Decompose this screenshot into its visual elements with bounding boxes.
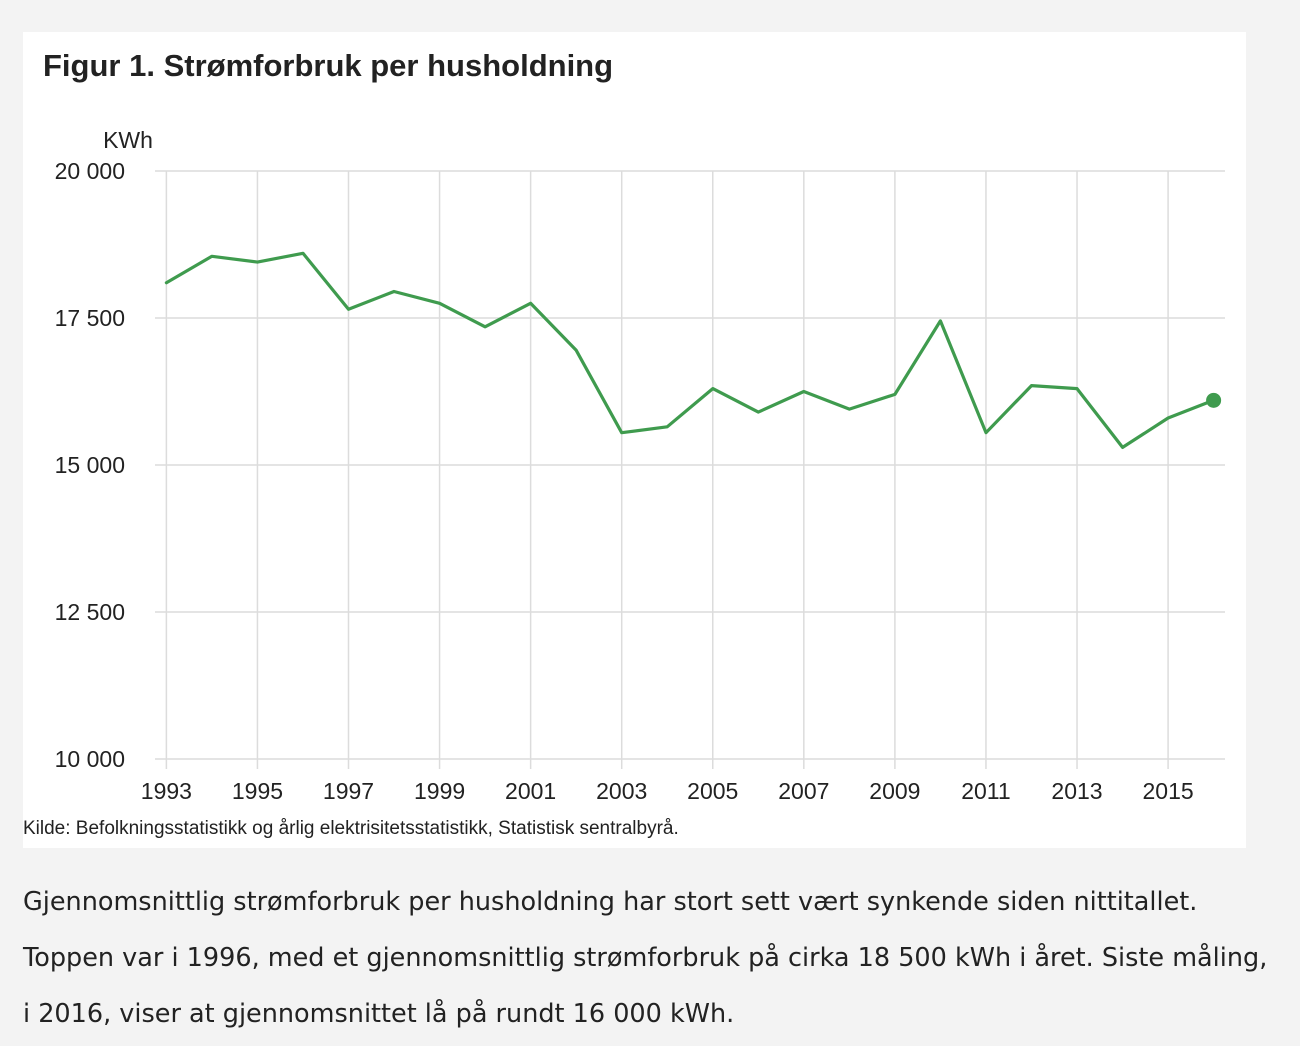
x-tick-label: 2015 — [1142, 778, 1193, 804]
x-tick-label: 2007 — [778, 778, 829, 804]
y-tick-label: 12 500 — [55, 599, 125, 625]
x-tick-label: 2001 — [505, 778, 556, 804]
data-point — [392, 290, 396, 294]
data-point — [665, 425, 669, 429]
x-tick-label: 2011 — [961, 778, 1010, 804]
x-tick-label: 1997 — [323, 778, 374, 804]
x-tick-label: 2003 — [596, 778, 647, 804]
series-line — [164, 251, 1216, 449]
x-tick-labels: 1993 1995 1997 1999 2001 2003 2005 2007 2009 2011… — [141, 778, 1194, 804]
data-point — [893, 392, 897, 396]
data-point — [1029, 384, 1033, 388]
x-tick-label: 1999 — [414, 778, 465, 804]
x-tick-label: 1995 — [232, 778, 283, 804]
data-point — [529, 301, 533, 305]
x-tick-label: 2009 — [869, 778, 920, 804]
x-tick-label: 1993 — [141, 778, 192, 804]
body-paragraph: Gjennomsnittlig strømforbruk per hushold… — [23, 887, 1268, 1029]
y-tick-label: 10 000 — [55, 746, 125, 772]
y-tick-labels: 20 000 17 500 15 000 12 500 10 000 — [55, 158, 125, 772]
data-point — [301, 251, 305, 255]
data-point — [164, 281, 168, 285]
end-point-marker — [1206, 392, 1222, 408]
data-point — [984, 431, 988, 435]
y-axis-label: KWh — [103, 127, 153, 153]
data-point — [255, 260, 259, 264]
y-tick-label: 17 500 — [55, 305, 125, 331]
data-point — [802, 390, 806, 394]
data-point — [756, 410, 760, 414]
x-tick-label: 2013 — [1051, 778, 1102, 804]
data-point — [620, 431, 624, 435]
data-point — [438, 301, 442, 305]
source-note: Kilde: Befolkningsstatistikk og årlig el… — [23, 818, 679, 839]
x-tick-label: 2005 — [687, 778, 738, 804]
data-point — [938, 319, 942, 323]
data-point — [1075, 387, 1079, 391]
grid-layer — [155, 170, 1225, 769]
data-point — [711, 387, 715, 391]
data-point — [847, 407, 851, 411]
figure-card: Figur 1. Strømforbruk per husholdning KW… — [23, 32, 1246, 848]
data-point — [1166, 416, 1170, 420]
data-point — [210, 254, 214, 258]
data-point — [347, 307, 351, 311]
y-tick-label: 15 000 — [55, 452, 125, 478]
y-tick-label: 20 000 — [55, 158, 125, 184]
figure-title: Figur 1. Strømforbruk per husholdning — [43, 48, 614, 83]
data-point — [1121, 445, 1125, 449]
data-point — [483, 325, 487, 329]
series-layer — [164, 251, 1222, 449]
data-point — [574, 348, 578, 352]
